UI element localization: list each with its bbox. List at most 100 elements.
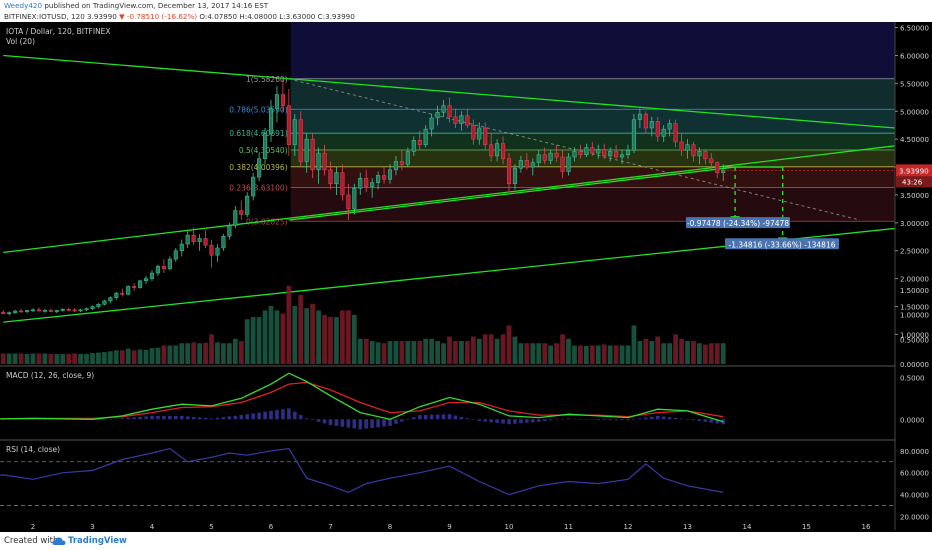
candle-body (572, 151, 577, 158)
volume-bar (589, 345, 595, 364)
volume-bar (60, 353, 66, 364)
candle-body (66, 309, 71, 311)
chart-area[interactable]: 1(5.58260) 0.786(5.03590) 0.618(4.60691) 0.… (0, 22, 932, 532)
fib-level-label: 0.236(3.63100) (229, 184, 287, 193)
volume-bar (328, 317, 333, 364)
candle-body (667, 123, 672, 130)
candle-body (501, 143, 506, 159)
macd-histogram-bar (364, 419, 368, 429)
candle-body (376, 175, 381, 183)
volume-bar (542, 343, 548, 364)
volume-bar (459, 341, 464, 364)
candle-body (179, 243, 184, 251)
volume-bar (322, 314, 327, 364)
candle-body (530, 162, 535, 168)
volume-bar (340, 310, 345, 364)
macd-histogram-bar (709, 419, 714, 423)
macd-histogram-bar (572, 418, 577, 420)
macd-histogram-bar (406, 419, 410, 420)
ohlc-text: O:4.07850 H:4.08000 L:3.63000 C:3.93990 (199, 12, 355, 21)
candle-body (590, 147, 595, 154)
volume-bar (578, 345, 583, 364)
macd-histogram-bar (263, 411, 267, 420)
macd-signal-line (0, 381, 724, 420)
volume-bar (96, 352, 101, 364)
candle-body (387, 169, 393, 180)
author-link[interactable]: Weedy420 (4, 1, 43, 10)
volume-bar (387, 341, 393, 364)
candle-body (358, 177, 363, 189)
candle-body (173, 250, 178, 260)
volume-bar (506, 325, 512, 364)
candle-body (495, 143, 500, 157)
candle-body (685, 144, 690, 151)
volume-bar (143, 349, 149, 364)
volume-bar (447, 336, 452, 364)
candle-body (608, 151, 613, 157)
candle-body (584, 147, 589, 156)
volume-bar (464, 341, 470, 364)
volume-bar (66, 353, 72, 364)
candle-body (144, 278, 149, 282)
y-tick-label: 2.50000 (900, 248, 929, 256)
macd-histogram-bar (661, 416, 666, 420)
candle-body (19, 310, 24, 313)
x-tick-label: 6 (269, 523, 274, 531)
candle-body (518, 160, 523, 169)
macd-histogram-bar (13, 419, 17, 420)
fib-extension-zone (290, 22, 895, 79)
chart-canvas[interactable]: 1(5.58260) 0.786(5.03590) 0.618(4.60691) 0.… (0, 22, 932, 532)
macd-histogram-bar (477, 419, 482, 421)
candle-body (221, 235, 226, 249)
macd-histogram-bar (269, 410, 273, 420)
macd-histogram-bar (471, 419, 476, 420)
wedge-support-line (288, 166, 736, 221)
candle-body (578, 151, 583, 156)
macd-histogram-bar (650, 416, 654, 420)
macd-histogram-bar (453, 415, 458, 420)
volume-bar (554, 343, 559, 364)
published-text: published on TradingView.com, December 1… (44, 1, 269, 10)
volume-bar (42, 353, 48, 364)
y-tick-label: 5.00000 (900, 108, 929, 116)
macd-histogram-bar (554, 419, 559, 420)
volume-bar (363, 338, 369, 364)
macd-histogram-bar (632, 419, 636, 420)
macd-histogram-bar (423, 414, 428, 420)
candle-body (263, 133, 268, 159)
candle-body (48, 310, 53, 312)
volume-bar (167, 345, 173, 364)
macd-histogram-bar (578, 419, 583, 420)
tradingview-brand[interactable]: TradingView (68, 536, 127, 546)
candle-body (346, 194, 351, 210)
x-tick-label: 16 (862, 523, 871, 531)
macd-histogram-bar (525, 419, 529, 423)
volume-bar (441, 343, 446, 364)
volume-bar (286, 285, 292, 364)
macd-histogram-bar (287, 408, 291, 420)
candle-body (673, 123, 678, 143)
x-tick-label: 5 (209, 523, 213, 531)
volume-bar (0, 353, 6, 364)
macd-histogram-bar (126, 417, 130, 420)
volume-bar (482, 334, 488, 364)
macd-histogram-bar (334, 419, 339, 426)
candle-body (542, 154, 547, 161)
macd-histogram-bar (209, 418, 214, 420)
volume-bar (24, 353, 30, 364)
volume-bar (54, 353, 60, 364)
volume-bar (280, 313, 286, 364)
volume-bar (679, 338, 684, 364)
volume-bar (548, 345, 554, 364)
volume-bar (453, 341, 458, 364)
macd-histogram-bar (55, 419, 59, 420)
macd-histogram-bar (19, 419, 23, 420)
volume-bar (72, 353, 78, 364)
volume-bar (191, 342, 197, 364)
candle-body (96, 304, 101, 307)
y-tick-label: 0.5000 (900, 374, 925, 382)
volume-bar (173, 345, 179, 364)
candle-body (245, 195, 250, 215)
measure-box (686, 217, 790, 229)
candle-body (679, 141, 684, 151)
